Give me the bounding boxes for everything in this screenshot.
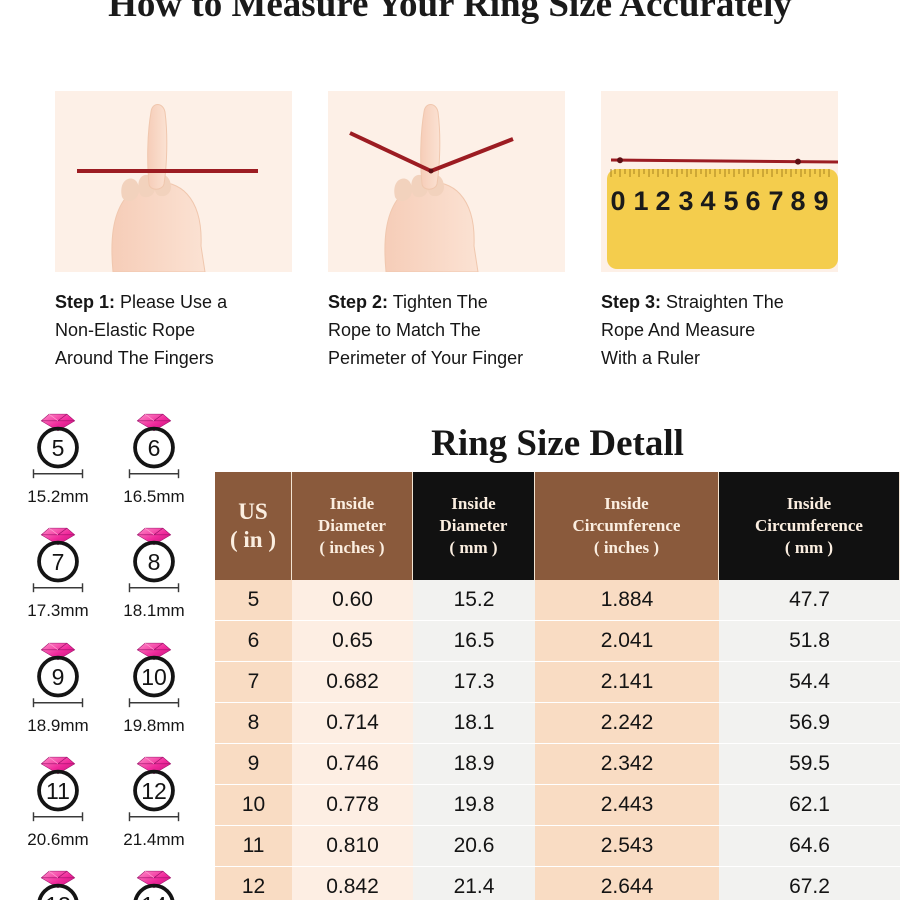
svg-text:8: 8 — [790, 186, 805, 216]
svg-text:7: 7 — [768, 186, 783, 216]
svg-text:1: 1 — [633, 186, 648, 216]
svg-text:6: 6 — [745, 186, 760, 216]
svg-text:3: 3 — [678, 186, 693, 216]
svg-text:9: 9 — [813, 186, 828, 216]
svg-text:5: 5 — [723, 186, 738, 216]
svg-text:4: 4 — [700, 186, 715, 216]
svg-text:0: 0 — [610, 186, 625, 216]
svg-text:2: 2 — [655, 186, 670, 216]
